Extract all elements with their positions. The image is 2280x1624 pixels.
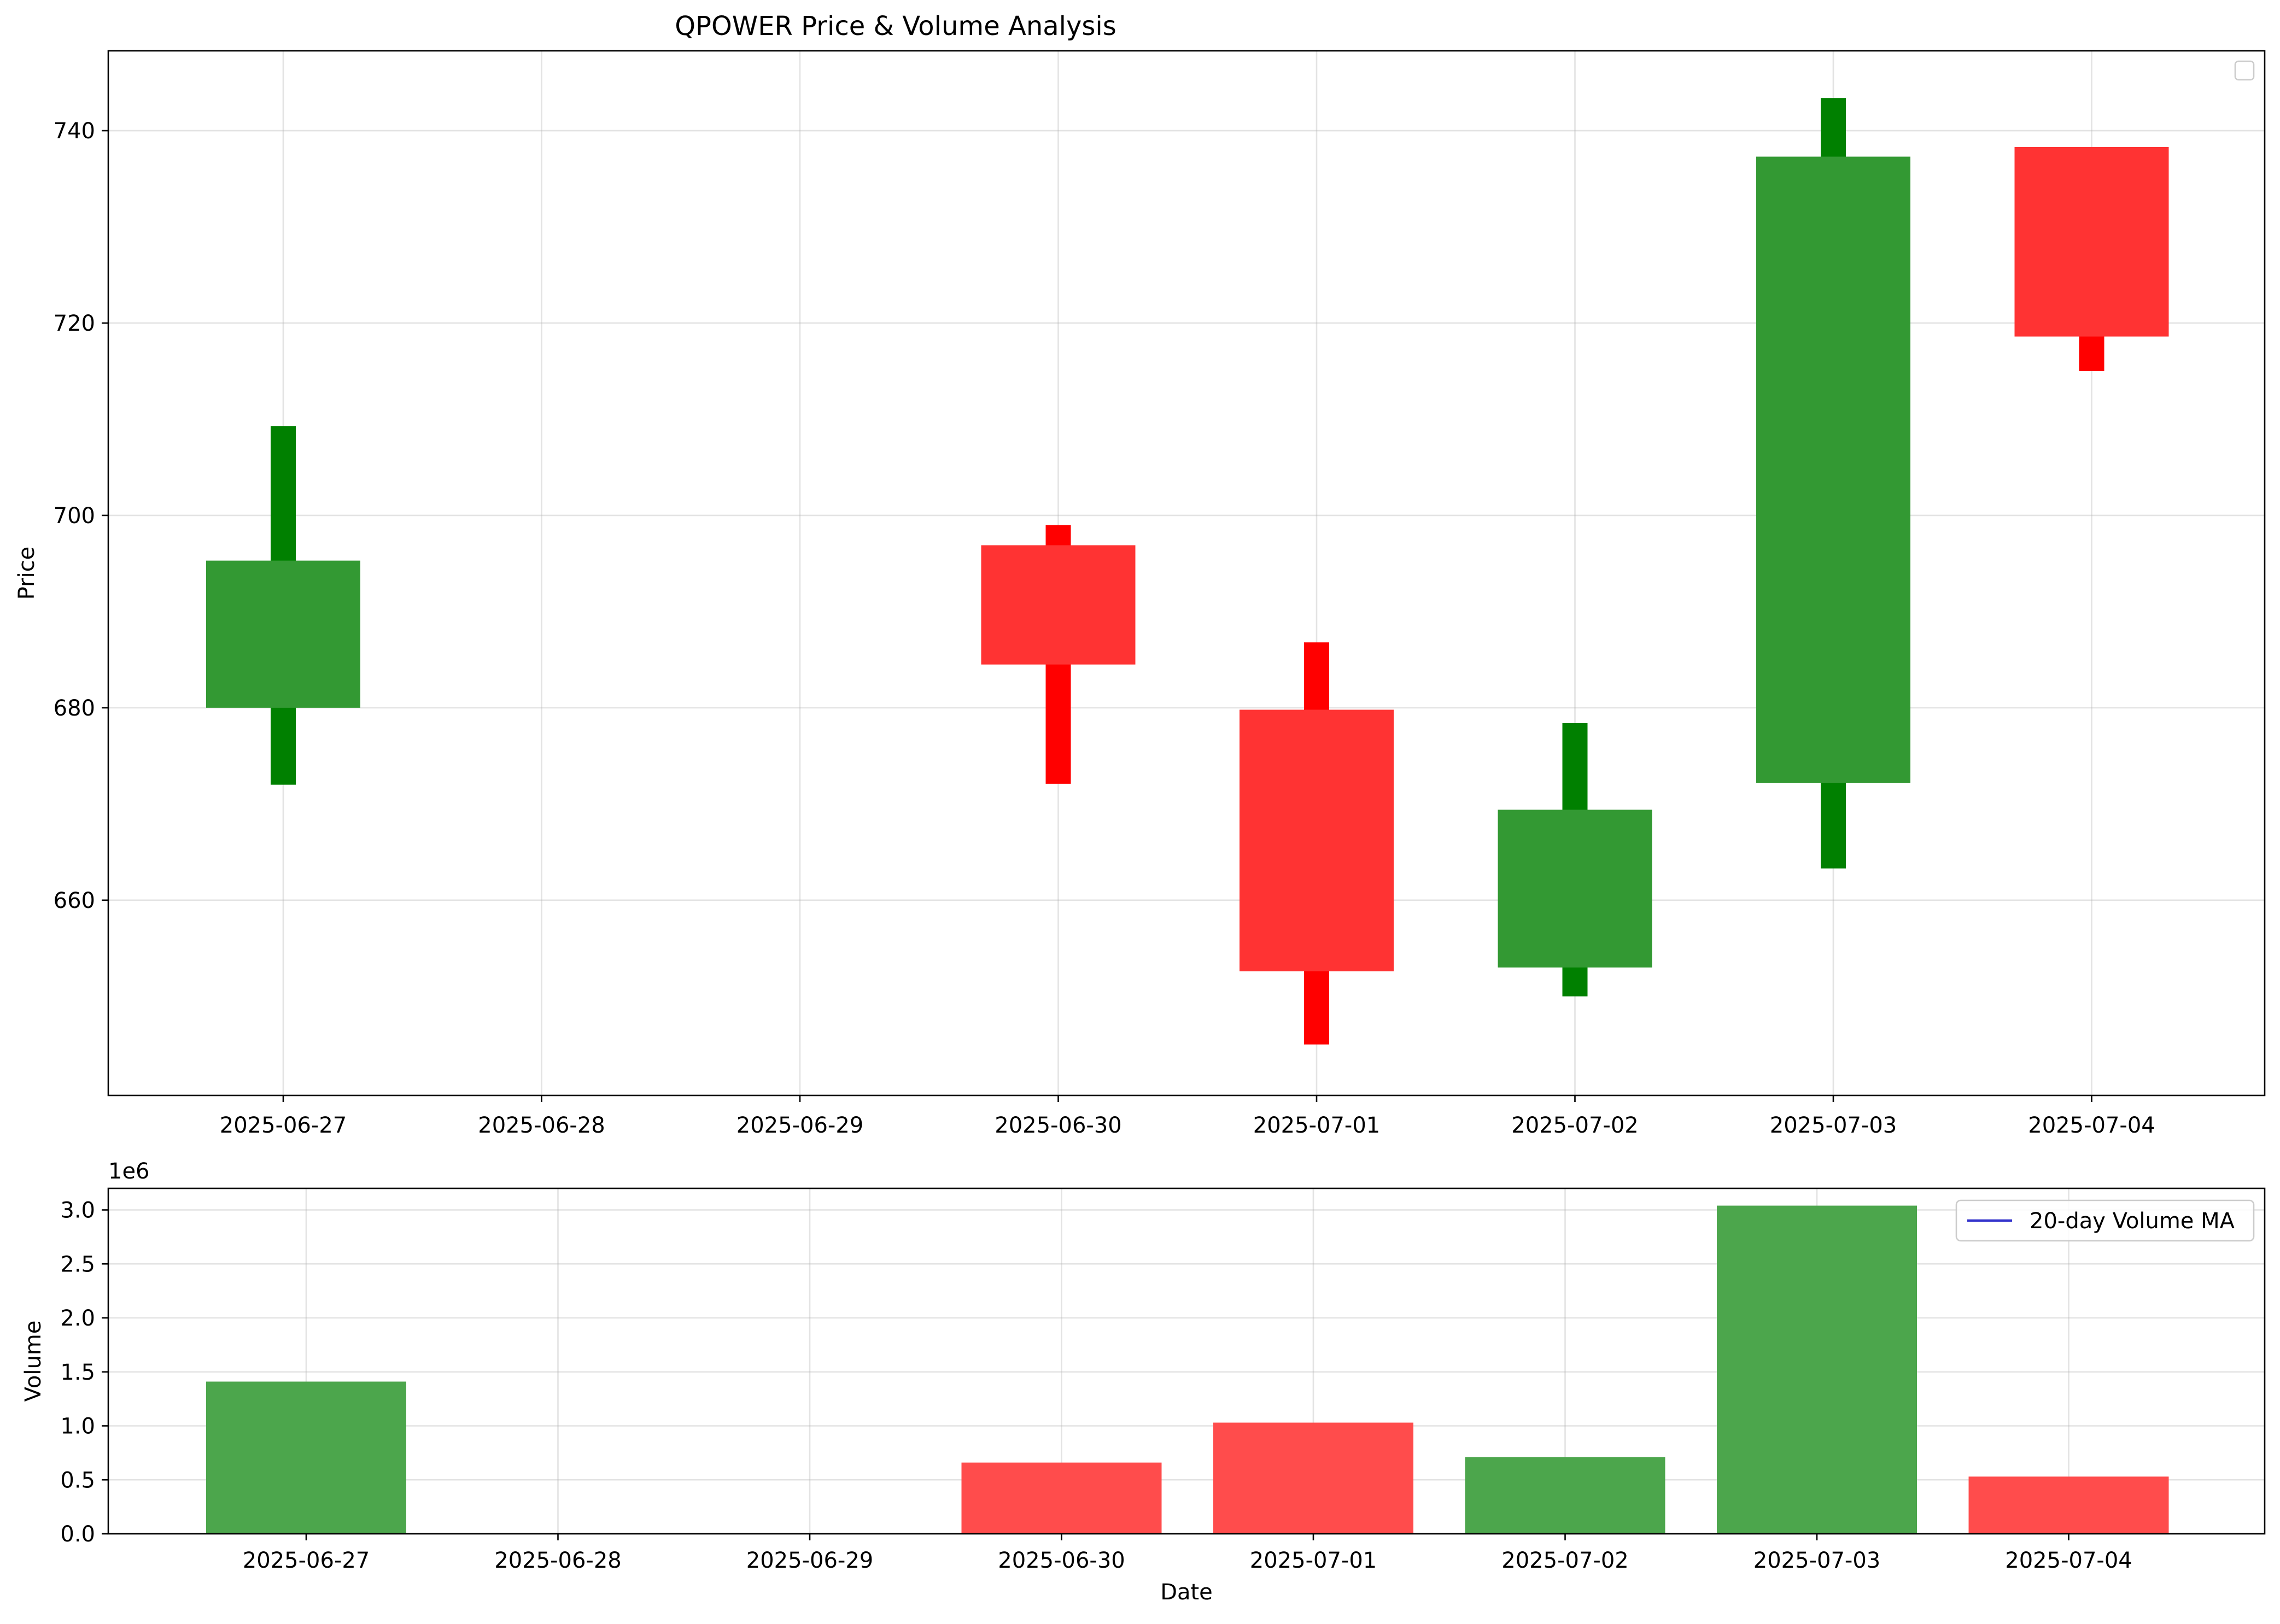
- candle-2025-07-04: [2014, 146, 2169, 371]
- volume-axes-frame: [107, 1187, 2266, 1535]
- price-y-axis-label: Price: [14, 547, 39, 600]
- candle-body: [1498, 810, 1652, 968]
- candle-2025-07-03: [1756, 98, 1910, 869]
- candle-body: [1240, 710, 1394, 972]
- volume-x-tick-label: 2025-06-27: [243, 1548, 370, 1573]
- price-x-tick-label: 2025-07-01: [1253, 1113, 1380, 1138]
- volume-x-axis-label: Date: [1160, 1580, 1213, 1605]
- candle-2025-06-27: [206, 426, 360, 785]
- volume-bar-2025-07-01: [1213, 1422, 1413, 1534]
- price-x-tick-label: 2025-06-27: [220, 1113, 347, 1138]
- volume-bar-2025-07-04: [1968, 1476, 2169, 1534]
- volume-x-tick-label: 2025-06-29: [746, 1548, 873, 1573]
- volume-offset-label: 1e6: [108, 1159, 150, 1184]
- price-x-tick-label: 2025-07-03: [1770, 1113, 1897, 1138]
- candle-body: [206, 560, 360, 708]
- price-y-tick-label: 740: [54, 119, 95, 144]
- price-y-tick-label: 700: [54, 503, 95, 529]
- volume-panel: 0.0 0.5 1.0 1.5 2.0 2.5 3.0 2025-06-27 2025-06-2…: [21, 1159, 2266, 1605]
- price-x-tick-label: 2025-06-28: [478, 1113, 605, 1138]
- price-x-tick-label: 2025-06-30: [995, 1113, 1121, 1138]
- volume-y-tick-label: 1.5: [60, 1360, 95, 1385]
- volume-x-tick-label: 2025-07-04: [2005, 1548, 2132, 1573]
- price-axes-frame: [107, 50, 2266, 1097]
- candle-body: [981, 545, 1136, 665]
- chart-title: QPOWER Price & Volume Analysis: [675, 11, 1116, 42]
- volume-y-tick-label: 0.0: [60, 1522, 95, 1547]
- volume-bar-2025-07-03: [1717, 1205, 1917, 1534]
- volume-y-tick-label: 3.0: [60, 1198, 95, 1223]
- price-y-tick-label: 660: [54, 888, 95, 913]
- price-x-tick-label: 2025-06-29: [736, 1113, 863, 1138]
- candle-body: [1756, 156, 1910, 783]
- volume-x-tick-label: 2025-07-03: [1753, 1548, 1880, 1573]
- volume-y-tick-label: 2.0: [60, 1306, 95, 1331]
- volume-x-tick-label: 2025-06-28: [494, 1548, 621, 1573]
- legend-box: [1955, 1199, 2255, 1242]
- volume-bar-2025-06-30: [961, 1462, 1162, 1534]
- volume-y-tick-label: 0.5: [60, 1468, 95, 1493]
- volume-y-tick-label: 1.0: [60, 1414, 95, 1439]
- volume-legend: 20-day Volume MA: [1955, 1199, 2255, 1242]
- volume-bar-2025-07-02: [1465, 1457, 1665, 1534]
- legend-entry-label: 20-day Volume MA: [2030, 1209, 2235, 1234]
- price-x-tick-label: 2025-07-04: [2028, 1113, 2155, 1138]
- candle-2025-07-01: [1240, 642, 1394, 1045]
- price-panel: 660 680 700 720 740 2025-06-27 2025-06-28 2025-…: [14, 50, 2266, 1138]
- price-legend-box: [2234, 60, 2255, 81]
- price-y-tick-label: 720: [54, 311, 95, 336]
- volume-x-tick-label: 2025-06-30: [998, 1548, 1125, 1573]
- candle-body: [2014, 146, 2169, 337]
- volume-x-tick-label: 2025-07-02: [1501, 1548, 1628, 1573]
- candle-2025-06-30: [981, 525, 1136, 784]
- price-x-tick-label: 2025-07-02: [1511, 1113, 1638, 1138]
- candle-2025-07-02: [1498, 723, 1652, 996]
- volume-y-tick-label: 2.5: [60, 1252, 95, 1277]
- volume-y-axis-label: Volume: [21, 1321, 46, 1402]
- price-y-tick-label: 680: [54, 696, 95, 721]
- volume-x-tick-label: 2025-07-01: [1250, 1548, 1377, 1573]
- volume-bar-2025-06-27: [206, 1381, 406, 1534]
